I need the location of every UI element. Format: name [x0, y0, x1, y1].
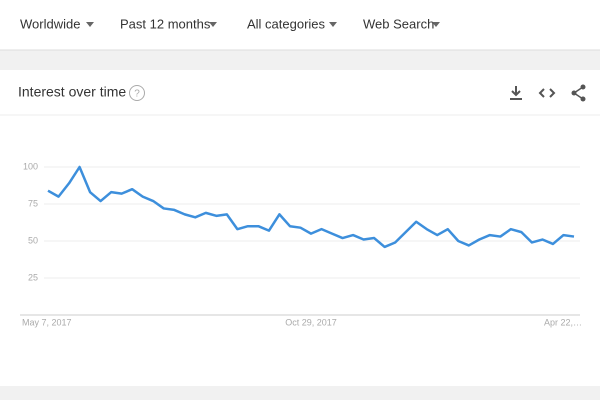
filter[interactable]: Web Search — [363, 16, 434, 31]
filter[interactable]: All categories — [247, 16, 326, 31]
share-icon[interactable] — [571, 84, 586, 102]
filter-group[interactable]: Worldwide Past 12 months All categories … — [20, 16, 440, 31]
y-tick-label: 75 — [28, 198, 38, 208]
y-tick-label: 25 — [28, 272, 38, 282]
filter[interactable]: Past 12 months — [120, 16, 211, 31]
card-title: Interest over time — [18, 84, 126, 100]
dropdown-arrow[interactable] — [432, 22, 440, 27]
y-tick-label: 100 — [23, 161, 38, 171]
dropdown-arrow[interactable] — [209, 22, 217, 27]
dropdown-arrow[interactable] — [86, 22, 94, 27]
filter-bar — [0, 0, 600, 50]
line-series — [47, 165, 575, 249]
x-tick-label: Oct 29, 2017 — [285, 317, 337, 327]
filter[interactable]: Worldwide — [20, 16, 80, 31]
y-tick-label: 50 — [28, 235, 38, 245]
x-tick-label: May 7, 2017 — [22, 317, 72, 327]
embed-icon[interactable] — [538, 88, 556, 98]
x-tick-label: Apr 22,… — [544, 317, 582, 327]
help-icon-glyph[interactable]: ? — [134, 89, 140, 100]
dropdown-arrow[interactable] — [329, 22, 337, 27]
download-icon[interactable] — [510, 86, 522, 100]
help-icon[interactable] — [129, 85, 145, 101]
